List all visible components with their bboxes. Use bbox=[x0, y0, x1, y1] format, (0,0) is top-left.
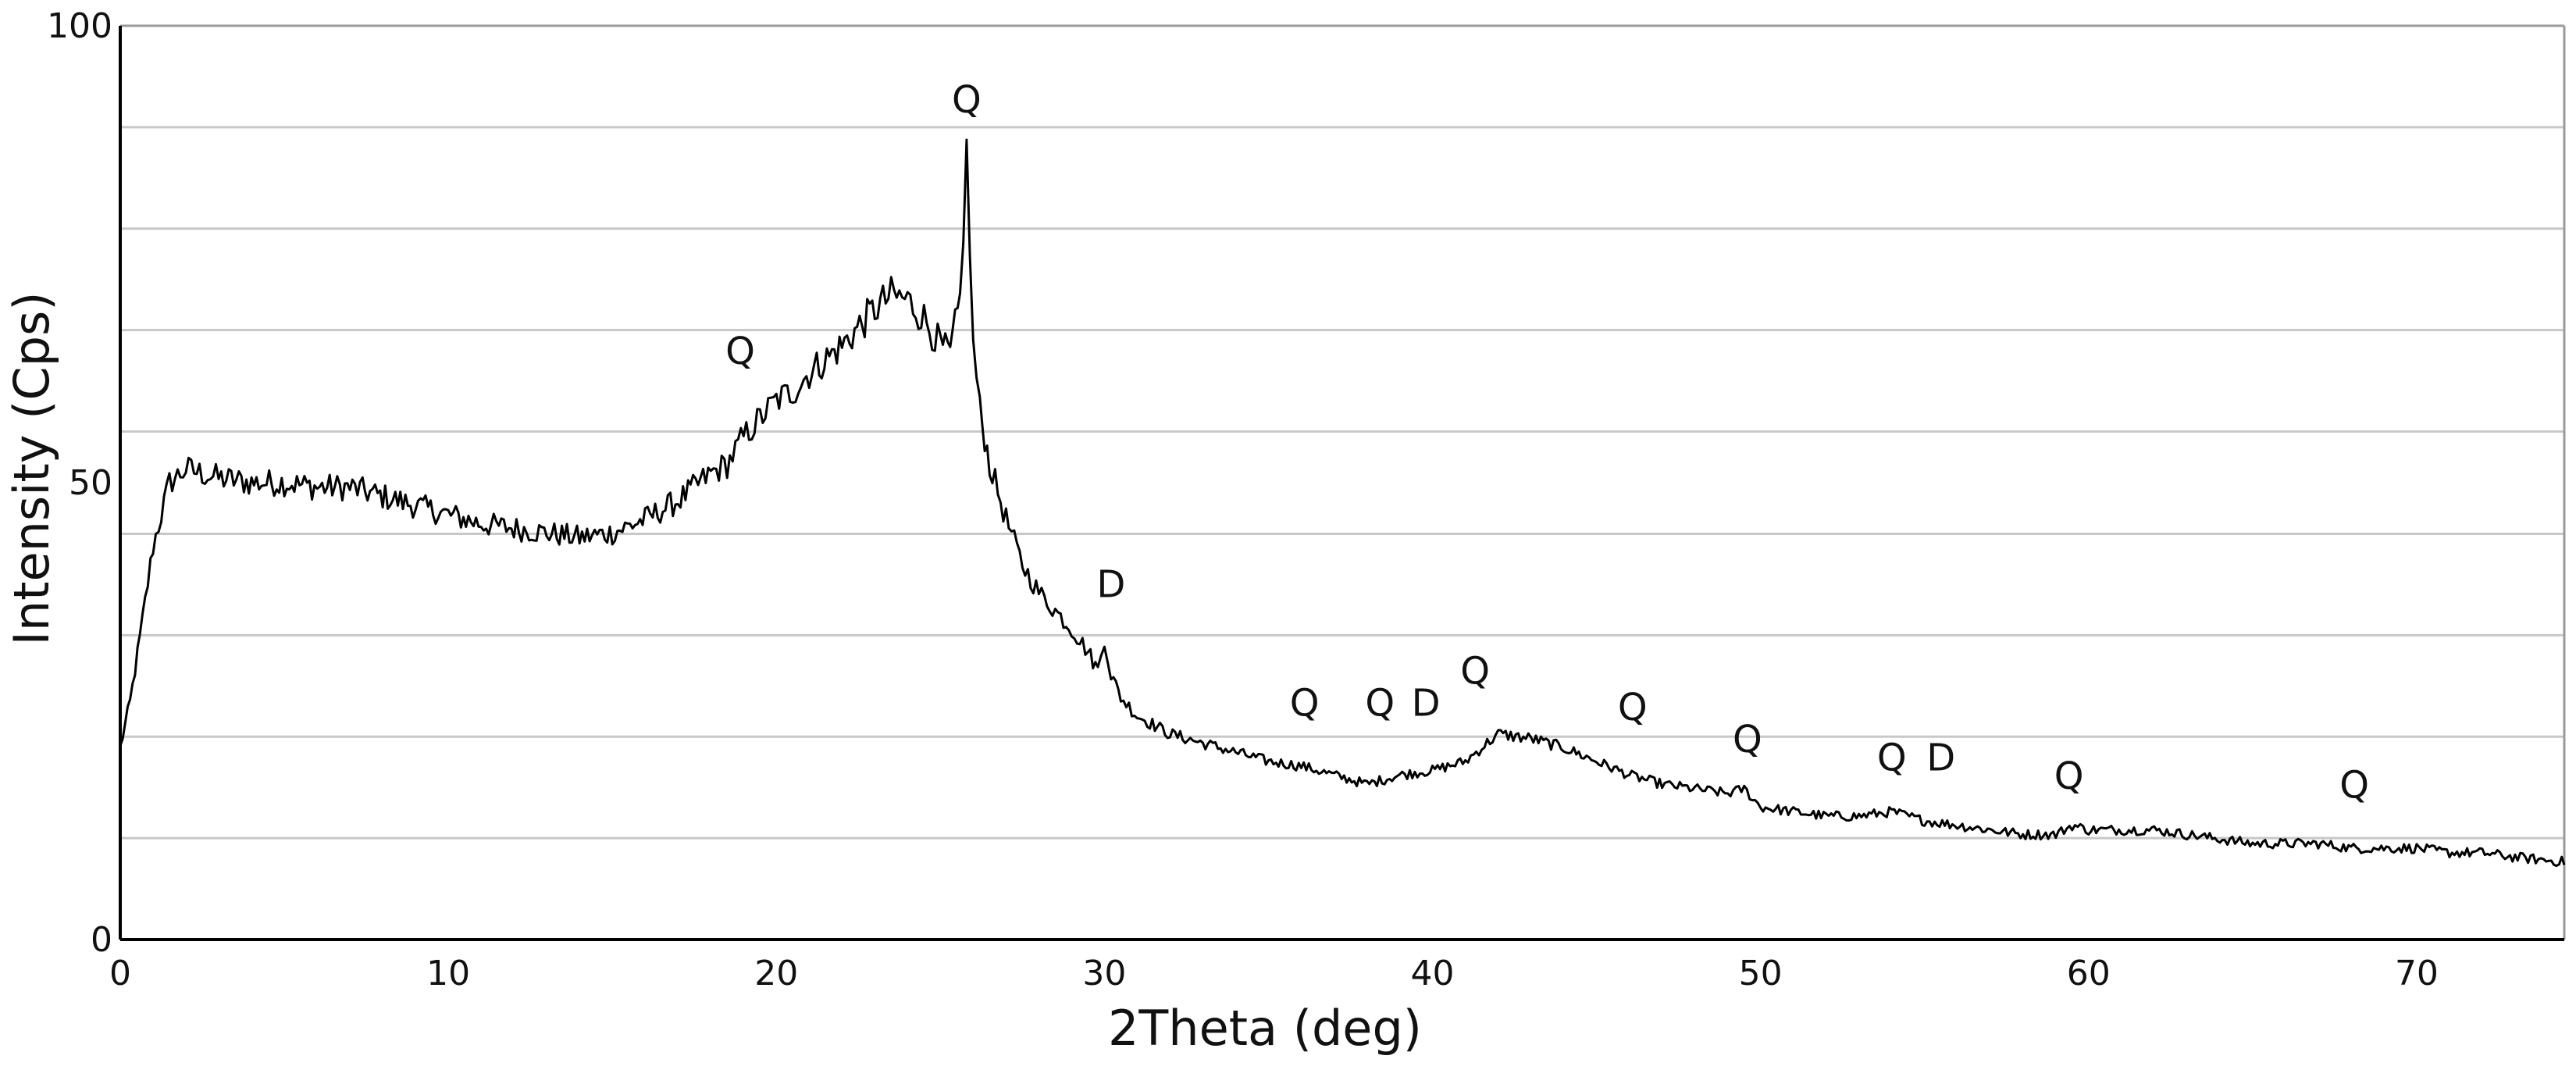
peak-label: Q bbox=[1460, 649, 1490, 693]
peak-label: Q bbox=[1733, 718, 1762, 761]
x-tick-labels: 0 10 20 30 40 50 60 70 bbox=[109, 954, 2439, 993]
x-tick-label: 70 bbox=[2395, 954, 2439, 993]
peak-label: Q bbox=[2339, 764, 2369, 808]
peak-label: Q bbox=[725, 330, 755, 373]
x-tick-label: 50 bbox=[1739, 954, 1783, 993]
peak-label: D bbox=[1096, 562, 1125, 606]
gridlines bbox=[120, 24, 2564, 941]
x-tick-label: 0 bbox=[109, 954, 131, 993]
x-tick-label: 10 bbox=[426, 954, 470, 993]
y-tick-label: 0 bbox=[91, 920, 112, 960]
y-tick-label: 100 bbox=[47, 6, 112, 46]
y-tick-label: 50 bbox=[69, 463, 112, 503]
x-tick-label: 20 bbox=[754, 954, 798, 993]
peak-label: Q bbox=[1618, 686, 1648, 729]
peak-label: Q bbox=[1365, 681, 1395, 725]
peak-label: D bbox=[1926, 736, 1955, 780]
peak-label: Q bbox=[1290, 681, 1320, 725]
x-tick-label: 30 bbox=[1082, 954, 1126, 993]
y-axis-title: Intensity (Cps) bbox=[3, 292, 60, 646]
peak-label: Q bbox=[1877, 736, 1907, 780]
peak-label: D bbox=[1412, 681, 1441, 725]
peak-label: Q bbox=[952, 78, 982, 122]
y-tick-labels: 0 50 100 bbox=[47, 6, 112, 960]
x-tick-label: 40 bbox=[1411, 954, 1455, 993]
x-axis-title: 2Theta (deg) bbox=[1108, 1000, 1422, 1057]
intensity-series-line bbox=[119, 138, 2566, 868]
peak-label: Q bbox=[2054, 754, 2084, 798]
x-tick-label: 60 bbox=[2067, 954, 2111, 993]
